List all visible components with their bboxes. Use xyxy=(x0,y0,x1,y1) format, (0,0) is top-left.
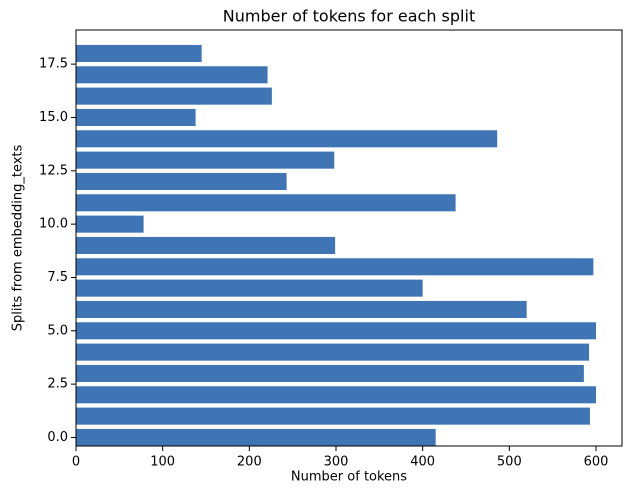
bar xyxy=(76,215,144,233)
bar xyxy=(76,108,196,126)
bar xyxy=(76,322,596,340)
bar xyxy=(76,258,594,276)
x-tick-label: 600 xyxy=(584,455,609,470)
y-tick-label: 7.5 xyxy=(47,270,68,285)
x-tick-label: 500 xyxy=(497,455,522,470)
bar xyxy=(76,407,590,425)
y-tick-label: 0.0 xyxy=(47,430,68,445)
y-tick-label: 12.5 xyxy=(39,163,68,178)
bar xyxy=(76,428,436,446)
y-tick-label: 15.0 xyxy=(39,110,68,125)
bar xyxy=(76,364,584,382)
bar xyxy=(76,130,498,148)
y-axis-label: Splits from embedding_texts xyxy=(11,144,26,331)
bar xyxy=(76,236,336,254)
x-tick-label: 400 xyxy=(410,455,435,470)
chart-title: Number of tokens for each split xyxy=(223,7,475,26)
bar xyxy=(76,66,268,84)
bar xyxy=(76,343,590,361)
bar xyxy=(76,172,287,190)
bar xyxy=(76,44,202,62)
bar xyxy=(76,300,527,318)
x-tick-label: 300 xyxy=(324,455,349,470)
x-tick-label: 200 xyxy=(237,455,262,470)
x-tick-label: 0 xyxy=(72,455,80,470)
bar xyxy=(76,279,423,297)
y-tick-label: 10.0 xyxy=(39,217,68,232)
bar xyxy=(76,386,596,404)
y-tick-label: 2.5 xyxy=(47,377,68,392)
plot-frame xyxy=(75,29,623,447)
bar xyxy=(76,87,272,105)
x-axis-label: Number of tokens xyxy=(291,470,407,485)
bar xyxy=(76,194,456,212)
y-tick-label: 5.0 xyxy=(47,323,68,338)
x-tick-label: 100 xyxy=(150,455,175,470)
bar xyxy=(76,151,335,169)
y-tick-label: 17.5 xyxy=(39,57,68,72)
